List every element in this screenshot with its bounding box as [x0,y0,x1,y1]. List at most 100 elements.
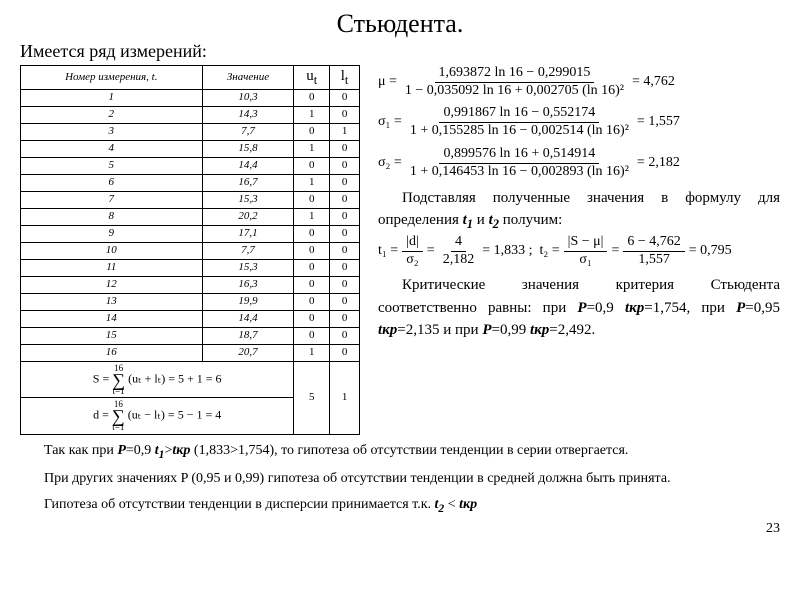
paragraph-4: При других значениях P (0,95 и 0,99) гип… [20,469,780,489]
formula-sigma1: σ₁ = 0,991867 ln 16 − 0,5521741 + 0,1552… [378,105,780,140]
sum-u-cell: 5 [294,361,330,434]
paragraph-2: Критические значения критерия Стьюдента … [378,274,780,342]
table-cell: 0 [330,191,360,208]
page-title: Стьюдента. [20,8,780,39]
table-cell: 2 [21,106,203,123]
table-cell: 0 [294,276,330,293]
table-cell: 14,4 [202,157,294,174]
table-cell: 0 [330,259,360,276]
table-row: 715,300 [21,191,360,208]
table-row: 107,700 [21,242,360,259]
table-row: 110,300 [21,89,360,106]
formula-sigma2: σ₂ = 0,899576 ln 16 + 0,5149141 + 0,1464… [378,146,780,181]
table-cell: 0 [294,293,330,310]
table-cell: 0 [330,276,360,293]
table-cell: 11 [21,259,203,276]
table-cell: 0 [294,327,330,344]
table-row: 214,310 [21,106,360,123]
table-cell: 14 [21,310,203,327]
table-cell: 0 [330,242,360,259]
sum-row-s: S = 16 ∑ t=1 (uₜ + lₜ) = 5 + 1 = 6 5 1 [21,361,360,398]
table-cell: 14,4 [202,310,294,327]
table-cell: 0 [330,140,360,157]
d-formula-cell: d = 16 ∑ t=1 (uₜ − lₜ) = 5 − 1 = 4 [21,398,294,435]
table-cell: 1 [294,174,330,191]
table-cell: 10 [21,242,203,259]
table-cell: 1 [21,89,203,106]
table-row: 1115,300 [21,259,360,276]
table-cell: 0 [330,293,360,310]
table-cell: 0 [330,310,360,327]
col-index-header: Номер измерения, t. [21,65,203,89]
table-row: 1319,900 [21,293,360,310]
data-table: Номер измерения, t. Значение ut lt 110,3… [20,65,360,435]
table-cell: 6 [21,174,203,191]
table-cell: 15 [21,327,203,344]
table-cell: 20,7 [202,344,294,361]
table-cell: 0 [330,344,360,361]
table-row: 514,400 [21,157,360,174]
table-cell: 1 [330,123,360,140]
table-cell: 17,1 [202,225,294,242]
table-cell: 0 [330,208,360,225]
table-cell: 15,3 [202,191,294,208]
table-cell: 7,7 [202,242,294,259]
col-u-header: ut [294,65,330,89]
table-cell: 16,3 [202,276,294,293]
table-cell: 0 [294,242,330,259]
table-cell: 16 [21,344,203,361]
table-cell: 0 [294,259,330,276]
table-header-row: Номер измерения, t. Значение ut lt [21,65,360,89]
table-cell: 19,9 [202,293,294,310]
table-cell: 0 [294,225,330,242]
table-cell: 0 [294,89,330,106]
table-cell: 0 [294,157,330,174]
paragraph-1: Подставляя полученные значения в формулу… [378,187,780,234]
table-row: 37,701 [21,123,360,140]
paragraph-5: Гипотеза об отсутствии тенденции в диспе… [20,495,780,517]
col-l-header: lt [330,65,360,89]
table-cell: 7,7 [202,123,294,140]
table-cell: 13 [21,293,203,310]
table-cell: 15,3 [202,259,294,276]
table-cell: 0 [330,157,360,174]
table-row: 1414,400 [21,310,360,327]
formula-mu: μ = 1,693872 ln 16 − 0,2990151 − 0,03509… [378,65,780,100]
table-cell: 0 [330,89,360,106]
table-cell: 0 [330,327,360,344]
sum-l-cell: 1 [330,361,360,434]
table-cell: 20,2 [202,208,294,225]
paragraph-3: Так как при P=0,9 t1>tкр (1,833>1,754), … [20,441,780,463]
table-cell: 0 [330,225,360,242]
table-cell: 9 [21,225,203,242]
table-cell: 7 [21,191,203,208]
formula-t1-t2: t₁ = |d|σ₂= 42,182 = 1,833 ; t₂ = |S − μ… [378,234,780,269]
s-formula-cell: S = 16 ∑ t=1 (uₜ + lₜ) = 5 + 1 = 6 [21,361,294,398]
table-cell: 0 [294,310,330,327]
table-row: 1518,700 [21,327,360,344]
table-row: 616,710 [21,174,360,191]
table-row: 1216,300 [21,276,360,293]
table-cell: 0 [330,106,360,123]
subtitle: Имеется ряд измерений: [20,41,780,63]
table-cell: 1 [294,344,330,361]
table-cell: 1 [294,140,330,157]
table-cell: 10,3 [202,89,294,106]
table-row: 1620,710 [21,344,360,361]
table-cell: 14,3 [202,106,294,123]
table-cell: 5 [21,157,203,174]
table-cell: 18,7 [202,327,294,344]
page-number: 23 [20,521,780,538]
table-cell: 16,7 [202,174,294,191]
table-row: 917,100 [21,225,360,242]
col-value-header: Значение [202,65,294,89]
table-cell: 1 [294,208,330,225]
table-cell: 4 [21,140,203,157]
table-row: 415,810 [21,140,360,157]
table-row: 820,210 [21,208,360,225]
table-cell: 8 [21,208,203,225]
table-cell: 0 [294,191,330,208]
table-cell: 15,8 [202,140,294,157]
table-cell: 12 [21,276,203,293]
table-cell: 0 [330,174,360,191]
